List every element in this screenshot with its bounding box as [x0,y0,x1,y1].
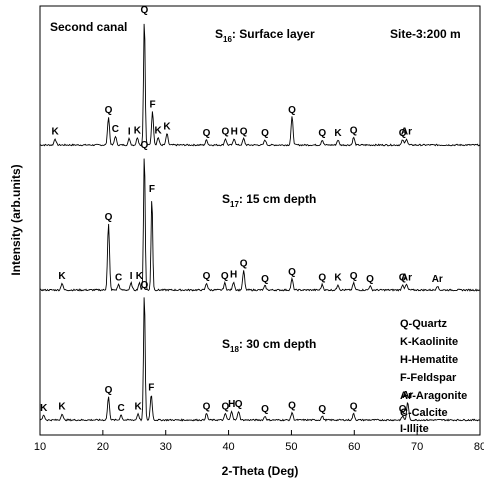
peak-label: Q [105,105,113,116]
sample-title: S17: 15 cm depth [222,192,316,209]
x-tick-label: 70 [411,441,423,453]
x-tick-label: 10 [34,441,46,453]
peak-label: Ar [401,272,412,283]
peak-label: Q [261,404,269,415]
x-tick-label: 60 [348,441,360,453]
peak-label: Q [318,404,326,415]
peak-label: Q [203,402,211,413]
peak-label: Q [399,272,407,283]
x-tick-label: 80 [474,441,484,453]
x-tick-label: 40 [222,441,234,453]
x-tick-label: 20 [97,441,109,453]
peak-label: Q [140,5,148,16]
peak-label: K [58,402,66,413]
peak-label: K [136,271,144,282]
peak-label: Q [261,274,269,285]
legend-entry: C-Calcite [400,407,448,419]
sample-title: S16: Surface layer [215,27,315,44]
peak-label: Q [399,128,407,139]
peak-label: C [112,124,119,135]
trace-line [39,297,480,422]
peak-label: Q [235,399,243,410]
peak-label: Q [105,385,113,396]
peak-label: K [334,128,342,139]
trace-line [39,158,480,292]
x-tick-label: 30 [160,441,172,453]
x-tick-label: 50 [285,441,297,453]
legend-entry: Ar-Aragonite [400,390,467,402]
peak-label: Q [350,125,358,136]
x-axis-label: 2-Theta (Deg) [222,464,299,478]
traces [39,23,481,422]
legend: Q-Quartz K-Kaolinite H-Hematite F-Feldsp… [400,318,467,435]
peak-label: F [149,100,155,111]
legend-entry: H-Hematite [400,354,458,366]
corner-label-right: Site-3:200 m [390,27,461,41]
peak-label: Q [140,280,148,291]
peak-label: Q [350,402,358,413]
peak-label: Q [399,404,407,415]
peak-label: K [334,272,342,283]
plot-frame [39,5,481,436]
peak-label: Q [203,271,211,282]
peak-label: K [134,402,142,413]
peak-label: Q [261,128,269,139]
peak-label: H [231,127,238,138]
legend-entry: Q-Quartz [400,318,448,330]
peak-label: Q [366,274,374,285]
peak-label: Q [318,128,326,139]
peak-label: K [134,125,142,136]
peak-label: Q [221,271,229,282]
peak-label: C [117,403,124,414]
peak-label: Q [288,105,296,116]
peak-label: F [148,382,154,393]
peak-label: Q [105,212,113,223]
peak-label: Q [350,271,358,282]
peak-label: Ar [401,127,412,138]
legend-entry: F-Feldspar [400,372,457,384]
sample-titles: S16: Surface layer S17: 15 cm depth S18: 3… [215,27,316,354]
peak-label: Q [318,272,326,283]
x-axis: 10 20 30 40 50 60 70 80 [34,430,484,453]
peak-label: Q [222,127,230,138]
peak-label: K [51,127,59,138]
corner-label-left: Second canal [50,20,127,34]
peak-label: H [228,399,235,410]
legend-entry: K-Kaolinite [400,336,458,348]
legend-entry: I-Illite [400,423,429,435]
peak-label: K [40,403,48,414]
peak-label: Q [203,128,211,139]
peak-label: Q [288,267,296,278]
peak-label: Q [240,127,248,138]
peak-label: K [58,271,66,282]
peak-label: K [163,121,171,132]
peak-label: Ar [402,390,413,401]
peak-label: Q [140,140,148,151]
peak-label: Q [222,402,230,413]
peak-label: H [230,270,237,281]
peak-label: Q [240,259,248,270]
peak-label: I [128,127,131,138]
peak-label: C [115,272,122,283]
peak-label: K [155,125,163,136]
peak-label: F [149,184,155,195]
peak-label: I [130,271,133,282]
peak-label: Ar [432,274,443,285]
sample-title: S18: 30 cm depth [222,337,316,354]
trace-line [39,23,481,147]
y-axis-label: Intensity (arb.units) [9,164,23,275]
peak-label: Q [288,400,296,411]
